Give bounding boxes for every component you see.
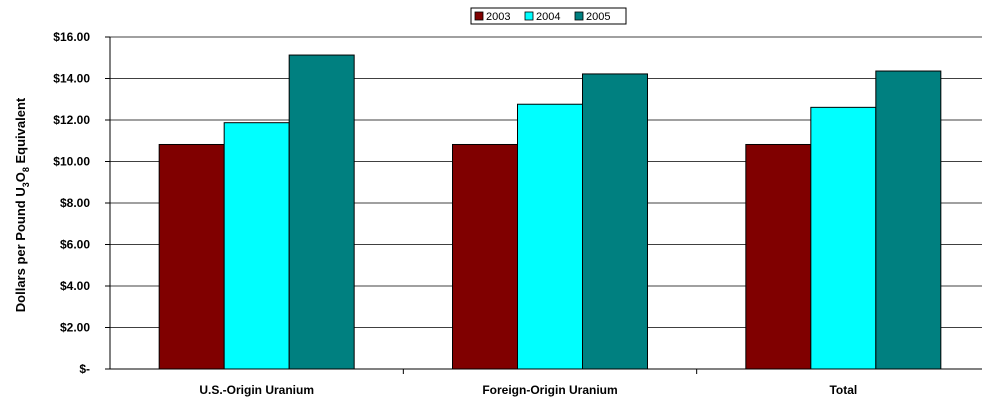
legend-swatch-2003 (474, 11, 484, 21)
y-tick-labels: $- $2.00 $4.00 $6.00 $8.00 $10.00 $12.00 $14.00… (53, 30, 90, 376)
legend: 2003 2004 2005 (470, 7, 627, 25)
bar-2004-1 (517, 103, 583, 370)
y-tick-label: $8.00 (60, 196, 90, 210)
bar-2005-0 (288, 54, 355, 370)
legend-label-2005: 2005 (586, 11, 610, 23)
x-tick-label: U.S.-Origin Uranium (199, 383, 314, 397)
axes (109, 37, 982, 370)
y-tick-label: $14.00 (53, 72, 90, 86)
bar-2004-2 (810, 106, 877, 370)
y-tick-label: $16.00 (53, 30, 90, 44)
y-tick-label: $- (79, 362, 90, 376)
y-tick-label: $12.00 (53, 113, 90, 127)
bar-2003-2 (745, 143, 812, 370)
bar-2005-2 (875, 70, 942, 370)
y-tick-label: $6.00 (60, 238, 90, 252)
x-tick-label: Total (829, 383, 857, 397)
y-tick-label: $4.00 (60, 279, 90, 293)
bar-2005-1 (582, 73, 648, 370)
y-tick-label: $2.00 (60, 321, 90, 335)
legend-label-2003: 2003 (486, 11, 510, 23)
legend-swatch-2004 (524, 11, 534, 21)
x-tick-label: Foreign-Origin Uranium (482, 383, 617, 397)
legend-label-2004: 2004 (536, 11, 560, 23)
legend-frame (470, 7, 627, 25)
bar-2003-1 (452, 143, 518, 370)
y-tick-label: $10.00 (53, 155, 90, 169)
legend-swatch-2005 (574, 11, 584, 21)
x-tick-labels: U.S.-Origin Uranium Foreign-Origin Uraniu… (199, 383, 857, 397)
bars (158, 54, 942, 370)
bar-2004-0 (223, 122, 290, 370)
y-axis-title: Dollars per Pound U3O8 Equivalent (13, 97, 31, 312)
bar-2003-0 (158, 143, 225, 370)
